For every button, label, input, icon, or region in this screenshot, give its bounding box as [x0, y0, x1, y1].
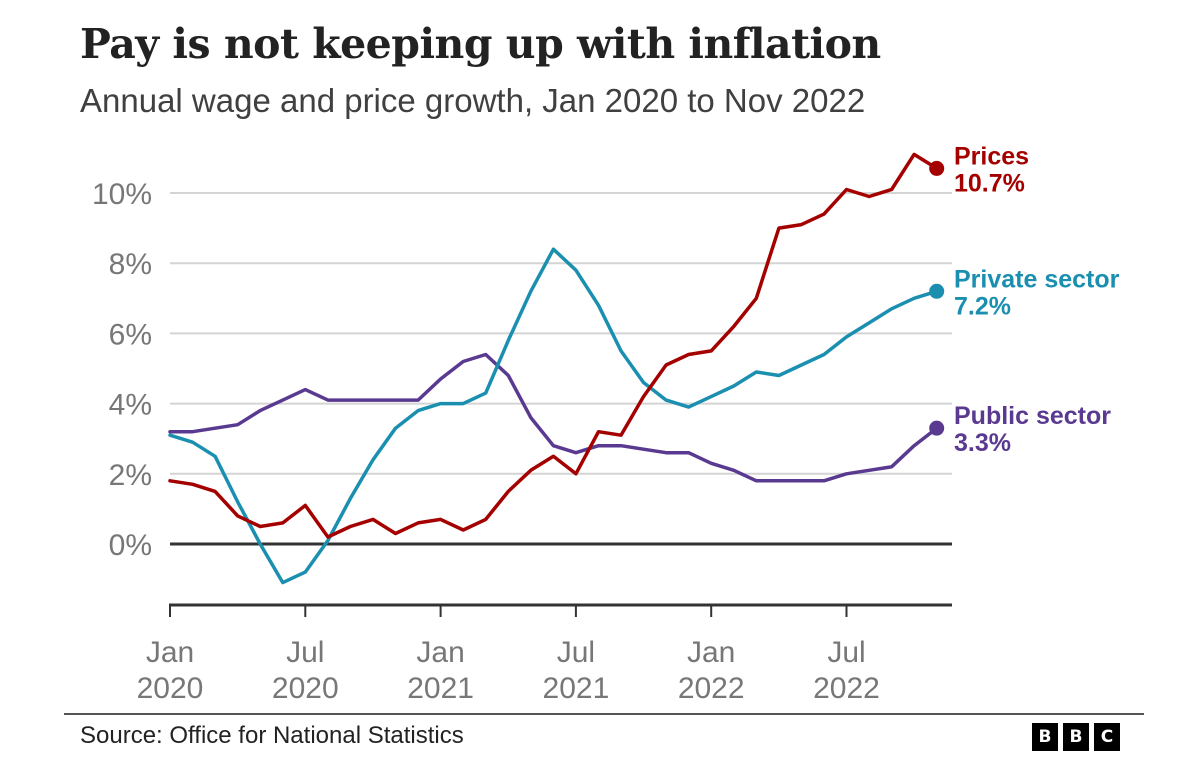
bbc-logo: B B C	[1032, 723, 1120, 751]
x-tick-label: 2021	[407, 672, 474, 705]
x-tick-label: 2022	[678, 672, 745, 705]
y-tick-label: 2%	[109, 459, 152, 492]
x-tick-label: 2020	[137, 672, 204, 705]
public-sector-end-marker	[929, 420, 945, 436]
x-tick-label: Jul	[286, 636, 324, 669]
x-tick-label: 2020	[272, 672, 339, 705]
chart-subtitle: Annual wage and price growth, Jan 2020 t…	[80, 82, 866, 119]
x-axis: Jan2020Jul2020Jan2021Jul2021Jan2022Jul20…	[137, 603, 952, 705]
bbc-logo-letter: B	[1032, 723, 1058, 751]
x-tick-label: 2021	[543, 672, 610, 705]
private-sector-label-name: Private sector	[954, 265, 1120, 293]
prices-end-marker	[929, 160, 945, 176]
x-tick-label: Jan	[146, 636, 194, 669]
x-tick-label: Jul	[557, 636, 595, 669]
prices-line	[168, 152, 939, 539]
source-note: Source: Office for National Statistics	[80, 722, 464, 749]
line-chart: 0%2%4%6%8%10% Jan2020Jul2020Jan2021Jul20…	[92, 142, 1120, 705]
x-tick-label: Jan	[416, 636, 464, 669]
private-sector-end-marker	[929, 283, 945, 299]
public-sector-label-name: Public sector	[954, 402, 1111, 430]
prices-label-value: 10.7%	[954, 169, 1025, 197]
bbc-logo-letter: C	[1094, 723, 1120, 751]
series-lines	[168, 152, 945, 585]
y-tick-label: 6%	[109, 318, 152, 351]
bbc-logo-letter: B	[1063, 723, 1089, 751]
x-tick-label: Jul	[827, 636, 865, 669]
y-tick-label: 8%	[109, 248, 152, 281]
private-sector-label-value: 7.2%	[954, 292, 1011, 320]
public-sector-line	[168, 352, 939, 483]
x-tick-label: 2022	[813, 672, 880, 705]
public-sector-label-value: 3.3%	[954, 429, 1011, 457]
prices-label-name: Prices	[954, 142, 1029, 170]
chart-title: Pay is not keeping up with inflation	[80, 20, 881, 68]
y-axis-ticks: 0% 2% 4% 6% 8% 10%	[92, 178, 152, 562]
y-tick-label: 4%	[109, 389, 152, 422]
private-sector-line	[168, 247, 939, 585]
gridlines	[170, 192, 952, 546]
y-tick-label: 10%	[92, 178, 152, 211]
x-tick-label: Jan	[687, 636, 735, 669]
y-tick-label: 0%	[109, 529, 152, 562]
footer-divider	[64, 713, 1144, 715]
